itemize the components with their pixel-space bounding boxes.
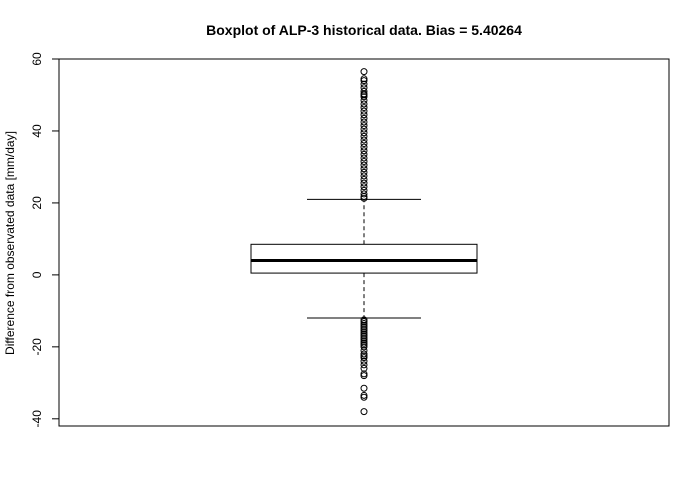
outlier-point [360, 125, 368, 133]
outlier-point [360, 158, 368, 166]
outlier-point [360, 364, 368, 372]
box-group [250, 198, 478, 319]
outlier-point [360, 77, 368, 85]
outlier-point [360, 172, 368, 180]
outlier-point [360, 118, 368, 126]
outlier-point [360, 104, 368, 112]
outlier-point [360, 140, 368, 148]
chart-title: Boxplot of ALP-3 historical data. Bias =… [206, 22, 522, 38]
outlier-point [360, 343, 368, 351]
y-tick-label: 0 [30, 271, 44, 278]
outlier-point [360, 80, 368, 88]
outlier-point [360, 190, 368, 198]
y-tick-label: 40 [30, 124, 44, 138]
outlier-point [360, 165, 368, 173]
outlier-point [360, 357, 368, 365]
outlier-point [360, 143, 368, 151]
outlier-point [360, 68, 368, 76]
outlier-point [360, 87, 368, 95]
outlier-point [360, 122, 368, 130]
outlier-point [360, 361, 368, 369]
outlier-point [360, 161, 368, 169]
y-axis: -40 -20 0 20 40 60 [30, 52, 60, 428]
outlier-point [360, 111, 368, 119]
y-tick-label: 20 [30, 196, 44, 210]
outlier-point [360, 96, 368, 104]
outlier-point [360, 372, 368, 380]
outlier-point [360, 354, 368, 362]
outlier-point [360, 129, 368, 137]
outlier-point [360, 408, 368, 416]
outlier-point [360, 384, 368, 392]
outlier-point [360, 194, 368, 202]
outlier-point [360, 393, 368, 401]
outlier-point [360, 150, 368, 158]
outlier-point [360, 147, 368, 155]
y-tick-label: 60 [30, 52, 44, 66]
outlier-point [360, 107, 368, 115]
y-tick-label: -20 [30, 338, 44, 356]
y-axis-label: Difference from observated data [mm/day] [3, 131, 17, 355]
outlier-point [360, 93, 368, 101]
outlier-point [360, 154, 368, 162]
iqr-box [250, 243, 478, 274]
outlier-point [360, 168, 368, 176]
outliers [360, 68, 368, 416]
outlier-point [360, 183, 368, 191]
outlier-point [360, 346, 368, 354]
y-tick-label: -40 [30, 410, 44, 428]
outlier-point [360, 136, 368, 144]
outlier-point [360, 100, 368, 108]
outlier-point [360, 132, 368, 140]
outlier-point [360, 114, 368, 122]
outlier-point [360, 176, 368, 184]
outlier-point [360, 179, 368, 187]
